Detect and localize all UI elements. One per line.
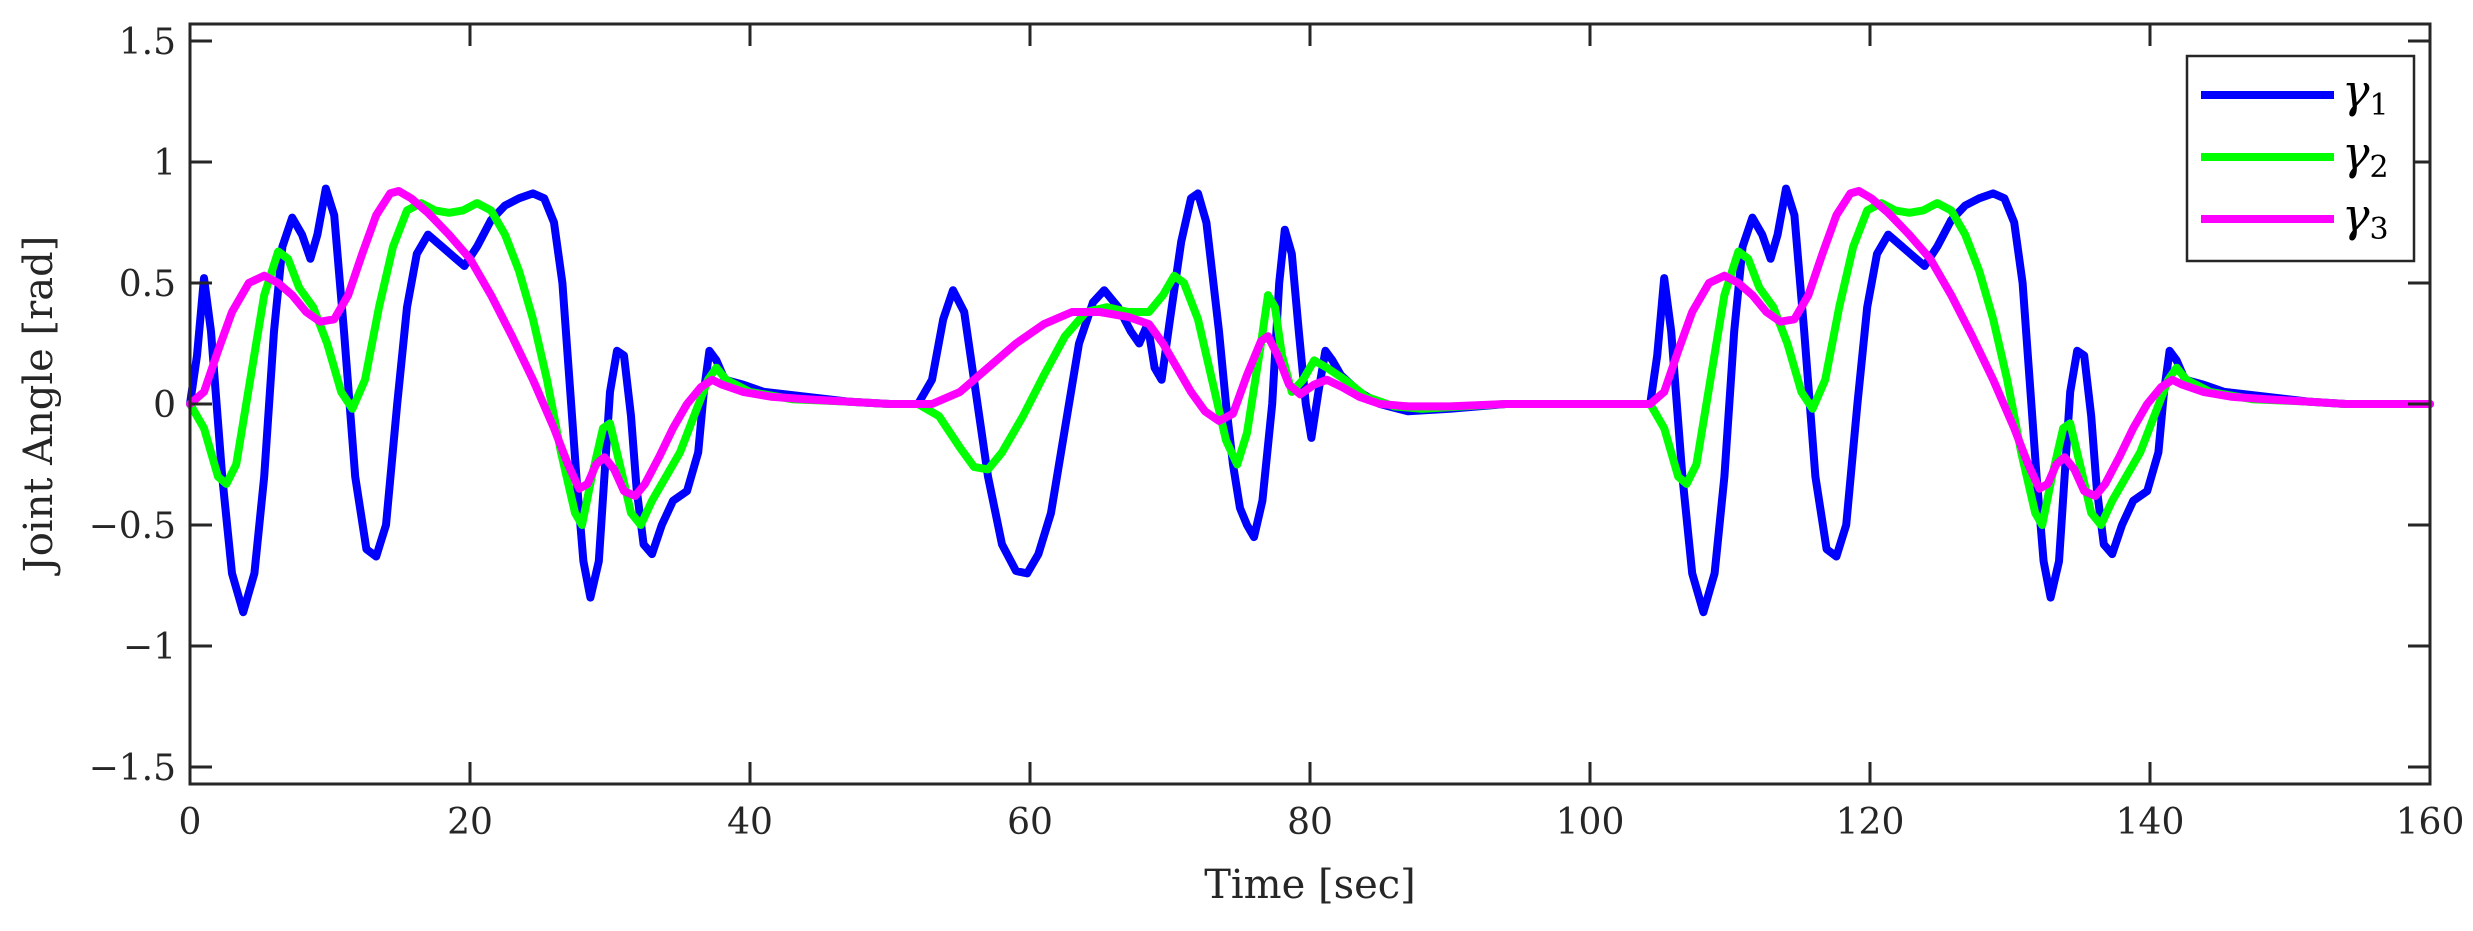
x-tick-label: 140 xyxy=(2116,802,2185,843)
x-tick-label: 60 xyxy=(1007,802,1053,843)
x-tick-label: 0 xyxy=(179,802,202,843)
tick-layer: 0 20 40 60 80 100 120 140 160 1.5 1 0.5 0 −0.5 −1 −1.5 xyxy=(89,22,2465,843)
series-line-gamma-1 xyxy=(186,184,2434,617)
y-tick-label: 0 xyxy=(153,385,176,426)
y-axis-label: Joint Angle [rad] xyxy=(16,236,62,577)
y-tick-label: 1.5 xyxy=(119,22,176,63)
y-tick-label: 1 xyxy=(153,143,176,184)
plot-background xyxy=(190,24,2430,784)
plot-frame xyxy=(188,22,2432,786)
y-tick-label: −1 xyxy=(123,627,176,668)
x-axis-label: Time [sec] xyxy=(1204,862,1416,908)
x-tick-label: 80 xyxy=(1287,802,1333,843)
series-line-gamma-3 xyxy=(186,187,2434,500)
x-tick-label: 100 xyxy=(1556,802,1625,843)
x-tick-label: 160 xyxy=(2396,802,2465,843)
x-tick-label: 120 xyxy=(1836,802,1905,843)
y-tick-label: −0.5 xyxy=(89,506,176,547)
y-tick-label: 0.5 xyxy=(119,264,176,305)
series-layer xyxy=(186,184,2434,617)
legend-label-gamma-3: γ3 xyxy=(2342,188,2389,247)
y-tick-label: −1.5 xyxy=(89,748,176,789)
legend-label-gamma-2: γ2 xyxy=(2342,126,2389,185)
x-tick-label: 40 xyxy=(727,802,773,843)
x-tick-label: 20 xyxy=(447,802,493,843)
legend-label-gamma-1: γ1 xyxy=(2342,64,2389,123)
series-line-gamma-2 xyxy=(186,199,2434,529)
